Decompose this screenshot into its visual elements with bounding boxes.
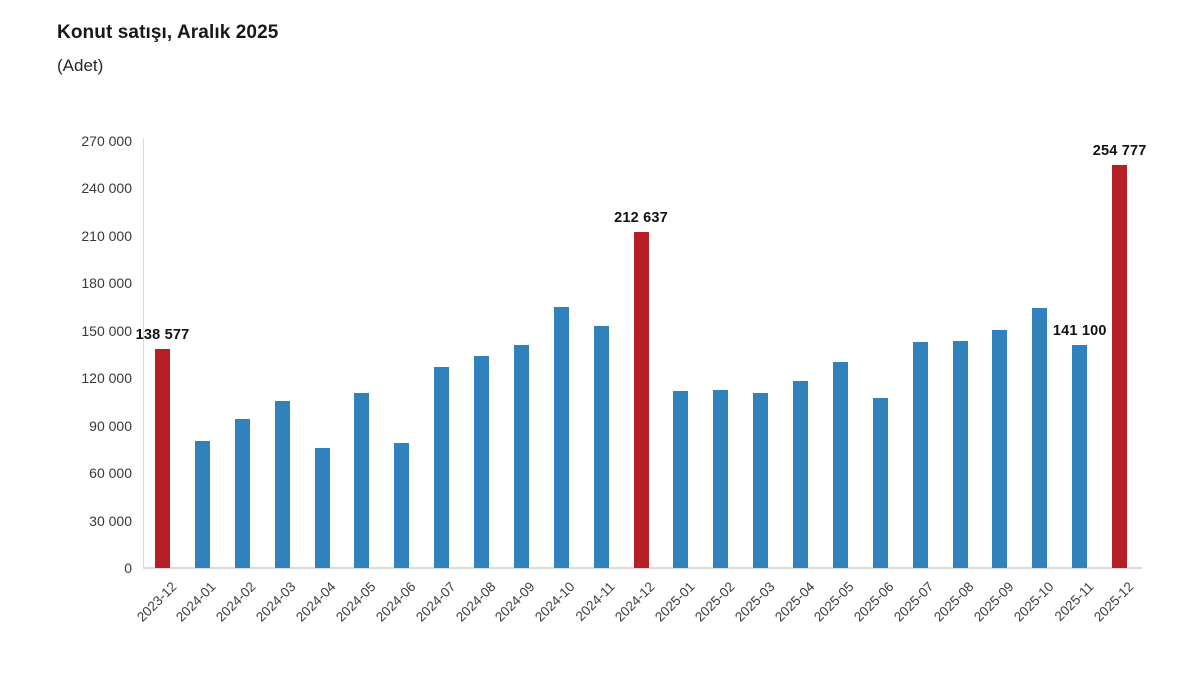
bar-2024-02 xyxy=(234,419,250,568)
bar-2025-08 xyxy=(952,341,968,568)
data-label-2025-11: 141 100 xyxy=(1052,322,1107,339)
bar-2023-12 xyxy=(155,348,170,568)
bar-2024-06 xyxy=(394,442,410,568)
bar-2025-09 xyxy=(992,329,1008,568)
data-label-2023-12: 138 577 xyxy=(135,326,190,343)
bar-2025-01 xyxy=(673,390,689,568)
bar-2024-11 xyxy=(593,326,609,568)
bar-2025-11 xyxy=(1072,344,1088,568)
y-tick-label-180000: 180 000 xyxy=(81,275,132,292)
bar-2025-02 xyxy=(713,389,729,568)
bar-2024-12 xyxy=(633,231,649,568)
y-tick-label-90000: 90 000 xyxy=(89,417,132,434)
y-tick-label-120000: 120 000 xyxy=(81,370,132,387)
bar-2025-12 xyxy=(1112,165,1128,568)
bar-2025-07 xyxy=(912,342,928,568)
x-axis-line xyxy=(143,567,1142,569)
y-axis-line xyxy=(143,138,144,568)
data-label-2024-12: 212 637 xyxy=(614,209,668,226)
chart-title: Konut satışı, Aralık 2025 xyxy=(57,22,279,43)
bar-2024-08 xyxy=(474,355,490,568)
bar-2024-07 xyxy=(434,367,450,568)
bar-2025-04 xyxy=(793,380,809,568)
y-tick-label-0: 0 xyxy=(124,560,132,576)
bar-2024-09 xyxy=(513,345,529,568)
y-tick-label-150000: 150 000 xyxy=(81,322,132,339)
y-tick-label-240000: 240 000 xyxy=(81,180,132,197)
y-tick-label-270000: 270 000 xyxy=(81,133,132,149)
bar-2024-10 xyxy=(553,306,569,568)
bar-2025-03 xyxy=(753,392,769,568)
y-tick-label-60000: 60 000 xyxy=(89,465,132,482)
data-label-2025-12: 254 777 xyxy=(1092,143,1147,160)
bar-2024-04 xyxy=(314,448,330,568)
bar-2024-05 xyxy=(354,393,370,568)
y-tick-label-210000: 210 000 xyxy=(81,227,132,244)
y-tick-label-30000: 30 000 xyxy=(89,512,132,529)
bar-2024-01 xyxy=(194,440,210,568)
bar-2025-10 xyxy=(1032,308,1048,568)
bar-2025-06 xyxy=(872,397,888,568)
bar-2025-05 xyxy=(832,362,848,568)
chart-subtitle: (Adet) xyxy=(57,56,104,75)
bar-2024-03 xyxy=(274,401,290,568)
